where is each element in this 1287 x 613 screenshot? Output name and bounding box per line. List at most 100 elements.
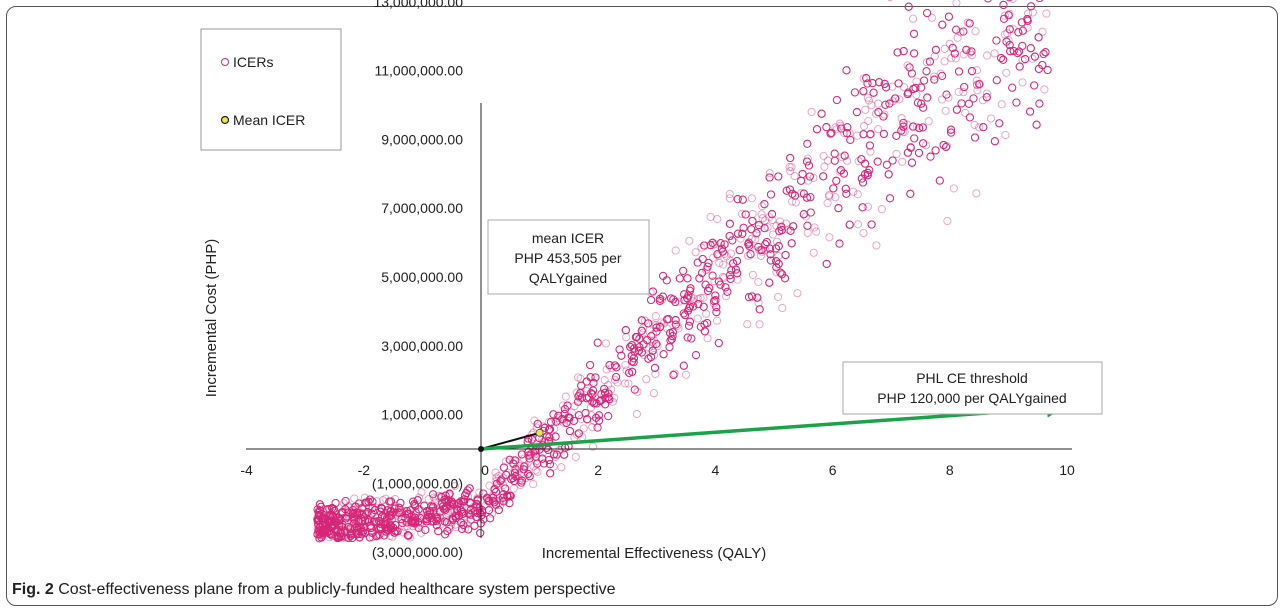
icer-point [497,475,506,484]
icer-point [776,217,785,226]
icer-point [411,501,420,510]
icer-point [869,88,878,97]
icer-point [442,498,451,507]
icer-point [995,119,1004,128]
icer-point [377,503,386,512]
icer-point [488,509,497,518]
icer-point [903,120,912,129]
icer-point [361,528,370,537]
icer-point [830,149,839,158]
icer-point [852,108,861,117]
icer-point [378,496,388,505]
icer-point [584,393,593,402]
icer-point [869,88,878,97]
icer-point [526,450,536,459]
icer-point [975,80,984,89]
icer-point [452,509,461,518]
icer-point [836,166,846,175]
icer-point [346,529,355,538]
icer-point [738,229,747,238]
icer-point [363,508,372,517]
icer-point [359,512,368,522]
icer-point [396,498,405,507]
icer-point [435,516,444,525]
icer-point [448,515,457,524]
icer-point [904,88,913,97]
icer-point [1008,0,1017,3]
icer-point [965,113,974,122]
icer-point [313,515,322,524]
icer-point [885,194,895,203]
icer-point [671,297,680,307]
icer-point [485,481,494,490]
icer-point [448,514,457,523]
icer-point [415,521,425,530]
icer-point [857,155,866,164]
icer-point [551,432,560,441]
icer-point [558,415,567,424]
icer-point [464,525,473,534]
icer-point [899,47,908,56]
icer-point [729,259,738,268]
icer-point [807,107,816,116]
icer-point [829,184,838,193]
icer-point [313,516,322,525]
icer-point [874,108,883,117]
icer-point [909,122,918,131]
icer-point [842,129,851,138]
icer-point [714,338,723,348]
icer-point [862,74,871,83]
icer-point [703,318,712,328]
icer-point [429,490,438,499]
icer-point [899,47,908,56]
icer-point [376,523,385,532]
icer-point [652,339,661,348]
icer-point [863,79,872,88]
icer-point [960,82,969,92]
icer-point [767,210,777,219]
icer-point [331,498,340,508]
icer-point [630,344,639,353]
icer-point [718,247,727,256]
icer-point [409,515,418,524]
icer-point [923,8,932,18]
icer-point [973,86,982,95]
figure-frame [6,6,1278,606]
icer-point [589,386,598,395]
icer-point [323,505,332,514]
icer-point [351,526,360,536]
icer-point [610,393,619,402]
icer-point [384,523,393,532]
icer-point [317,527,326,536]
icer-point [865,141,874,150]
icer-point [992,76,1001,85]
icer-point [748,292,757,301]
icer-point [453,502,462,511]
icer-point [348,509,357,518]
icer-point [331,508,340,517]
icer-point [982,93,991,102]
icer-point [491,500,500,509]
icer-point [584,393,593,402]
icer-point [336,529,345,538]
icer-point [957,99,966,108]
icer-point [604,389,613,398]
icer-point [559,418,569,428]
icer-point [658,292,667,301]
icer-point [490,498,499,507]
icer-point [329,517,338,526]
icer-point [863,202,872,211]
icer-point [382,525,391,534]
icer-point [545,425,554,434]
icer-point [778,303,787,313]
icer-point [352,522,361,531]
icer-point [729,259,738,268]
icer-point [612,363,621,372]
icer-point [867,220,876,229]
icer-point [367,528,376,537]
icer-point [434,527,443,536]
icer-point [939,140,948,150]
icer-point [375,525,384,534]
icer-point [841,184,850,193]
icer-point [765,173,774,182]
